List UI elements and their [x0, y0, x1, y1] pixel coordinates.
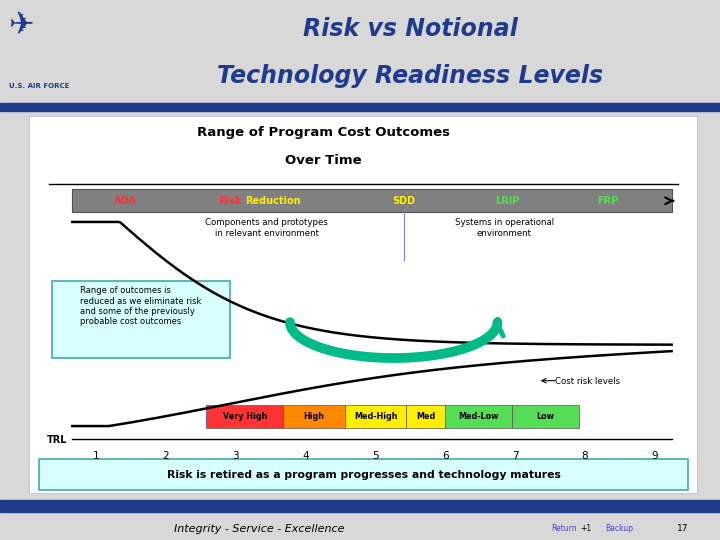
Text: 9: 9: [652, 451, 658, 461]
Text: Range of Program Cost Outcomes: Range of Program Cost Outcomes: [197, 125, 450, 139]
Bar: [407, 405, 445, 428]
Bar: [283, 405, 345, 428]
Text: 7: 7: [512, 451, 518, 461]
Text: LRIP: LRIP: [495, 196, 520, 206]
Text: 17: 17: [677, 524, 688, 533]
Text: Range of outcomes is
reduced as we eliminate risk
and some of the previously
pro: Range of outcomes is reduced as we elimi…: [80, 286, 202, 326]
Text: 6: 6: [442, 451, 449, 461]
Bar: [0, 500, 720, 512]
Text: 5: 5: [372, 451, 379, 461]
Text: FRP: FRP: [598, 196, 618, 206]
Text: Backup: Backup: [605, 524, 633, 533]
Text: Very High: Very High: [222, 412, 267, 421]
Text: Med-Low: Med-Low: [459, 412, 499, 421]
Text: Components and prototypes
in relevant environment: Components and prototypes in relevant en…: [205, 218, 328, 238]
Text: 3: 3: [233, 451, 239, 461]
Text: Cost risk levels: Cost risk levels: [555, 377, 621, 386]
Text: +1: +1: [580, 524, 591, 533]
Text: Low: Low: [536, 412, 554, 421]
Bar: [0, 103, 720, 111]
Bar: [445, 405, 512, 428]
Text: Systems in operational
environment: Systems in operational environment: [454, 218, 554, 238]
Bar: [345, 405, 407, 428]
Text: Technology Readiness Levels: Technology Readiness Levels: [217, 64, 603, 88]
Text: U.S. AIR FORCE: U.S. AIR FORCE: [9, 83, 70, 89]
Text: AOA: AOA: [114, 196, 138, 206]
Bar: [206, 405, 283, 428]
Bar: [72, 189, 672, 212]
Text: TRL: TRL: [47, 435, 67, 445]
Text: SDD: SDD: [392, 196, 415, 206]
Text: 4: 4: [302, 451, 309, 461]
Text: Med-High: Med-High: [354, 412, 397, 421]
FancyBboxPatch shape: [53, 280, 230, 358]
Text: 1: 1: [92, 451, 99, 461]
FancyBboxPatch shape: [39, 460, 688, 490]
Text: Risk is retired as a program progresses and technology matures: Risk is retired as a program progresses …: [166, 470, 561, 480]
Text: Return: Return: [551, 524, 577, 533]
Text: ✈: ✈: [9, 11, 34, 40]
Text: Med: Med: [416, 412, 436, 421]
Bar: [512, 405, 579, 428]
Text: Reduction: Reduction: [245, 196, 301, 206]
Text: Over Time: Over Time: [285, 154, 361, 167]
Text: 8: 8: [582, 451, 588, 461]
Text: Risk: Risk: [218, 196, 242, 206]
Text: Risk vs Notional: Risk vs Notional: [303, 17, 518, 40]
Text: High: High: [304, 412, 325, 421]
Text: 2: 2: [162, 451, 169, 461]
Text: Integrity - Service - Excellence: Integrity - Service - Excellence: [174, 524, 344, 534]
